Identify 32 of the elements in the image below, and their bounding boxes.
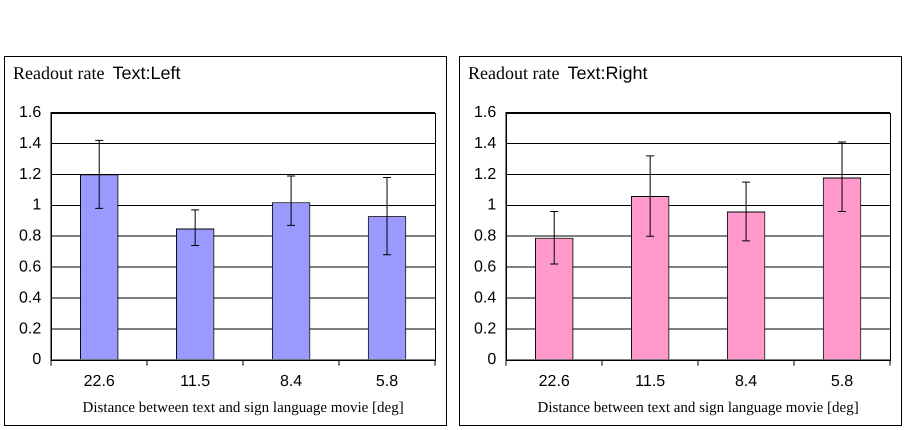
x-tick-label: 22.6 (84, 372, 115, 390)
y-tick-label: 1 (32, 196, 42, 214)
y-tick-label: 0.6 (474, 258, 496, 276)
chart-title: Text:Left (112, 63, 181, 83)
y-axis-title: Readout rate (468, 63, 560, 83)
x-tick-label: 5.8 (376, 372, 398, 390)
y-tick-label: 1.6 (474, 104, 496, 122)
y-tick-label: 0.2 (474, 320, 496, 338)
chart-title: Text:Right (567, 63, 648, 83)
y-tick-label: 0 (32, 351, 42, 368)
x-axis-title: Distance between text and sign language movie [deg] (538, 400, 859, 416)
x-tick-label: 11.5 (180, 372, 210, 390)
y-tick-label: 0.4 (474, 289, 496, 306)
x-tick-label: 5.8 (830, 372, 854, 390)
y-tick-label: 1.2 (18, 166, 42, 183)
y-tick-label: 1.4 (18, 134, 42, 152)
y-tick-label: 1.4 (474, 134, 496, 152)
y-tick-label: 1.6 (18, 104, 42, 122)
x-tick-label: 8.4 (734, 372, 758, 390)
y-tick-label: 0.4 (18, 289, 42, 306)
y-tick-label: 0.8 (474, 228, 496, 245)
x-tick-label: 8.4 (280, 372, 302, 390)
x-axis-title: Distance between text and sign language movie [deg] (82, 400, 404, 416)
x-tick-label: 22.6 (538, 372, 570, 390)
y-axis-title: Readout rate (13, 63, 104, 83)
x-tick-label: 11.5 (635, 372, 666, 390)
y-tick-label: 1.2 (474, 166, 496, 183)
y-tick-label: 0.8 (18, 228, 42, 245)
y-tick-label: 0.2 (18, 320, 42, 338)
y-tick-label: 1 (487, 196, 496, 214)
y-tick-label: 0.6 (18, 258, 42, 276)
y-tick-label: 0 (487, 351, 496, 368)
